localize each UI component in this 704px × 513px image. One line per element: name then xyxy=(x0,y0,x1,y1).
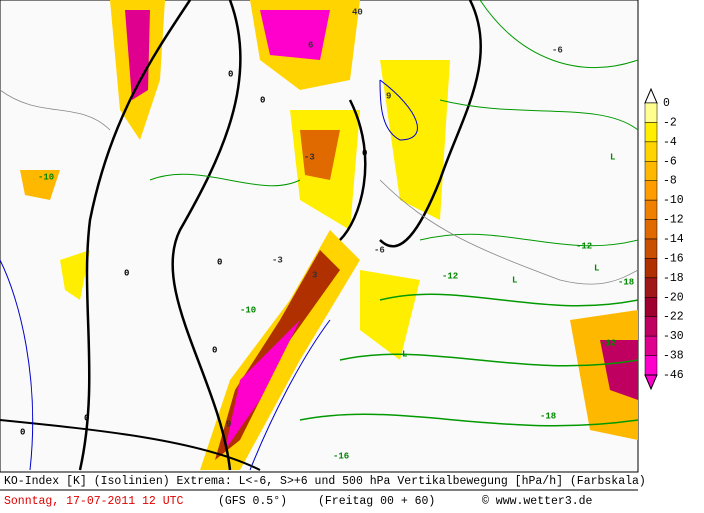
colorbar-swatch xyxy=(644,161,658,181)
map-labels: 0 0 0 0 0 0 0 0 -3 -3 -6 -6 -10 -10 -12 -12 -12 -18 -18 -16… xyxy=(20,7,634,461)
footer-title: KO-Index [K] (Isolinien) Extrema: L<-6, … xyxy=(4,475,646,488)
colorbar-label: -46 xyxy=(663,369,684,382)
map-label: 6 xyxy=(308,40,313,50)
map-label: 40 xyxy=(352,7,363,17)
colorbar-label: -10 xyxy=(663,194,684,207)
map-label: L xyxy=(402,349,407,359)
colorbar-swatch xyxy=(644,102,658,123)
colorbar-label: -2 xyxy=(663,116,677,129)
map-label: -12 xyxy=(600,338,616,348)
map-label: -16 xyxy=(333,451,349,461)
colorbar-cap xyxy=(644,87,658,104)
map-label: 9 xyxy=(386,91,391,101)
map-label: L xyxy=(594,263,599,273)
colorbar-swatch xyxy=(644,122,658,143)
map-label: -12 xyxy=(442,271,458,281)
colorbar-swatch xyxy=(644,297,658,317)
footer-credit: © www.wetter3.de xyxy=(482,495,593,508)
colorbar-swatch xyxy=(644,199,658,220)
map-label: -3 xyxy=(272,255,283,265)
colorbar-swatch xyxy=(644,355,658,376)
map-label: 0 xyxy=(212,345,217,355)
map-label: 9 xyxy=(226,419,231,429)
map-label: L xyxy=(512,275,517,285)
colorbar-cap xyxy=(644,374,658,391)
map-label: -18 xyxy=(540,411,556,421)
map-label: -10 xyxy=(38,172,54,182)
map-label: 0 xyxy=(362,148,367,158)
map-label: 0 xyxy=(260,95,265,105)
map-field xyxy=(20,0,638,470)
colorbar-label: -20 xyxy=(663,291,684,304)
colorbar-label: -22 xyxy=(663,311,684,324)
colorbar-label: -4 xyxy=(663,136,677,149)
colorbar-label: -38 xyxy=(663,350,684,363)
colorbar-label: -8 xyxy=(663,175,677,188)
map-label: 0 xyxy=(124,268,129,278)
colorbar-swatch xyxy=(644,141,658,162)
colorbar-swatch xyxy=(644,335,658,356)
isolines xyxy=(0,0,639,471)
footer-run: (Freitag 00 + 60) xyxy=(318,495,435,508)
footer-date: Sonntag, 17-07-2011 12 UTC xyxy=(4,495,184,508)
colorbar-swatch xyxy=(644,180,658,201)
colorbar-label: -14 xyxy=(663,233,684,246)
map-label: 0 xyxy=(84,413,89,423)
map-label: -10 xyxy=(240,305,256,315)
colorbar-label: -30 xyxy=(663,330,684,343)
footer-model: (GFS 0.5°) xyxy=(218,495,287,508)
map-label: 0 xyxy=(20,427,25,437)
map-label: -6 xyxy=(374,245,385,255)
map-label: 0 xyxy=(217,257,222,267)
colorbar-swatch xyxy=(644,258,658,279)
colorbar-swatch xyxy=(644,277,658,298)
colorbar-label: 0 xyxy=(663,97,670,110)
map-label: L xyxy=(610,152,615,162)
colorbar-swatch xyxy=(644,219,658,240)
colorbar-swatch xyxy=(644,316,658,337)
colorbar-label: -18 xyxy=(663,272,684,285)
map-label: -6 xyxy=(552,45,563,55)
colorbar-label: -12 xyxy=(663,214,684,227)
colorbar: 0 -2 -4 -6 -8 -10 -12 -14 -16 -18 -20 -22 -30 -38 -46 xyxy=(644,87,684,391)
colorbar-label: -6 xyxy=(663,155,677,168)
map-label: 3 xyxy=(312,270,317,280)
colorbar-label: -16 xyxy=(663,252,684,265)
map-label: -3 xyxy=(304,152,315,162)
map-label: -18 xyxy=(618,277,634,287)
map-label: 0 xyxy=(228,69,233,79)
map-label: -12 xyxy=(576,241,592,251)
colorbar-swatch xyxy=(644,238,658,259)
